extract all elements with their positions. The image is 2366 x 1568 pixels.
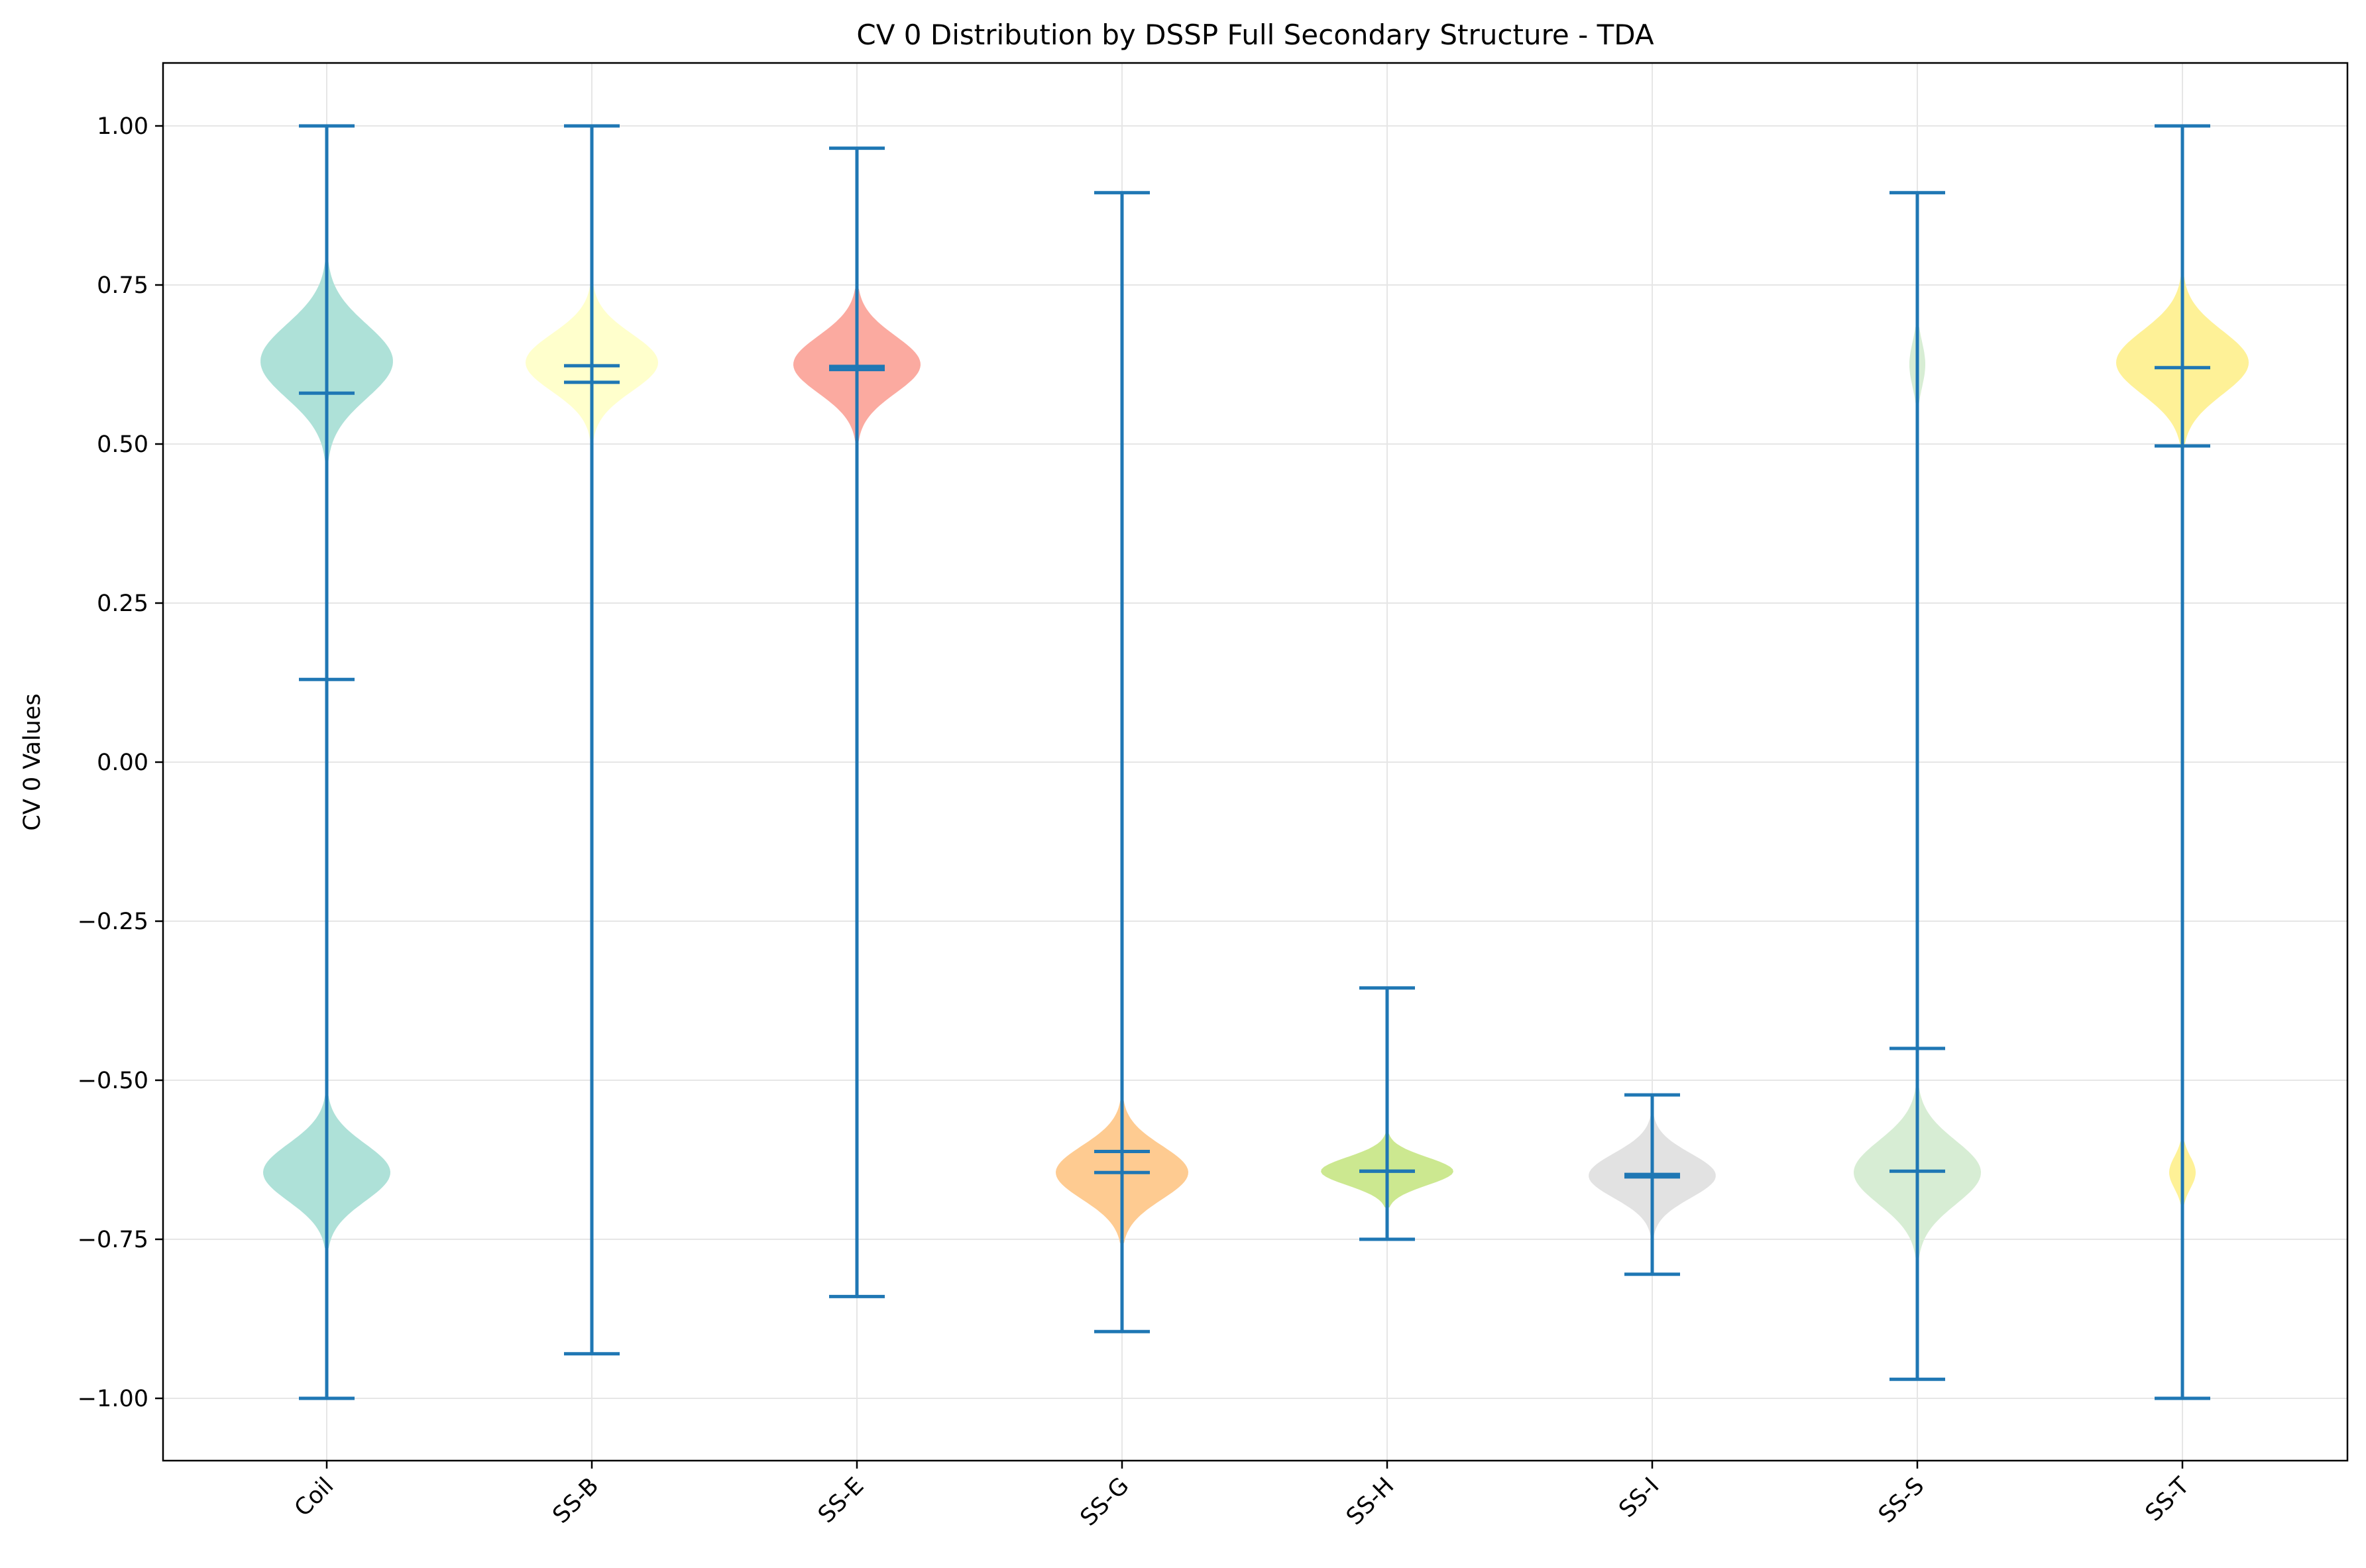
y-tick-label: −0.50 xyxy=(78,1068,148,1094)
y-tick-label: 1.00 xyxy=(97,113,148,140)
y-tick-label: 0.25 xyxy=(97,590,148,617)
y-axis-label: CV 0 Values xyxy=(19,693,46,830)
y-tick-label: 0.75 xyxy=(97,272,148,299)
y-axis: 1.00 0.75 0.50 0.25 0.00 −0.25 −0.50 −0.75 −1.00 xyxy=(78,113,163,1412)
y-tick-label: 0.00 xyxy=(97,750,148,776)
chart-title: CV 0 Distribution by DSSP Full Secondary… xyxy=(856,19,1654,51)
y-tick-label: −1.00 xyxy=(78,1386,148,1412)
y-tick-label: 0.50 xyxy=(97,431,148,458)
whisker-layer xyxy=(299,124,2210,1400)
y-tick-label: −0.75 xyxy=(78,1227,148,1253)
y-tick-label: −0.25 xyxy=(78,909,148,935)
